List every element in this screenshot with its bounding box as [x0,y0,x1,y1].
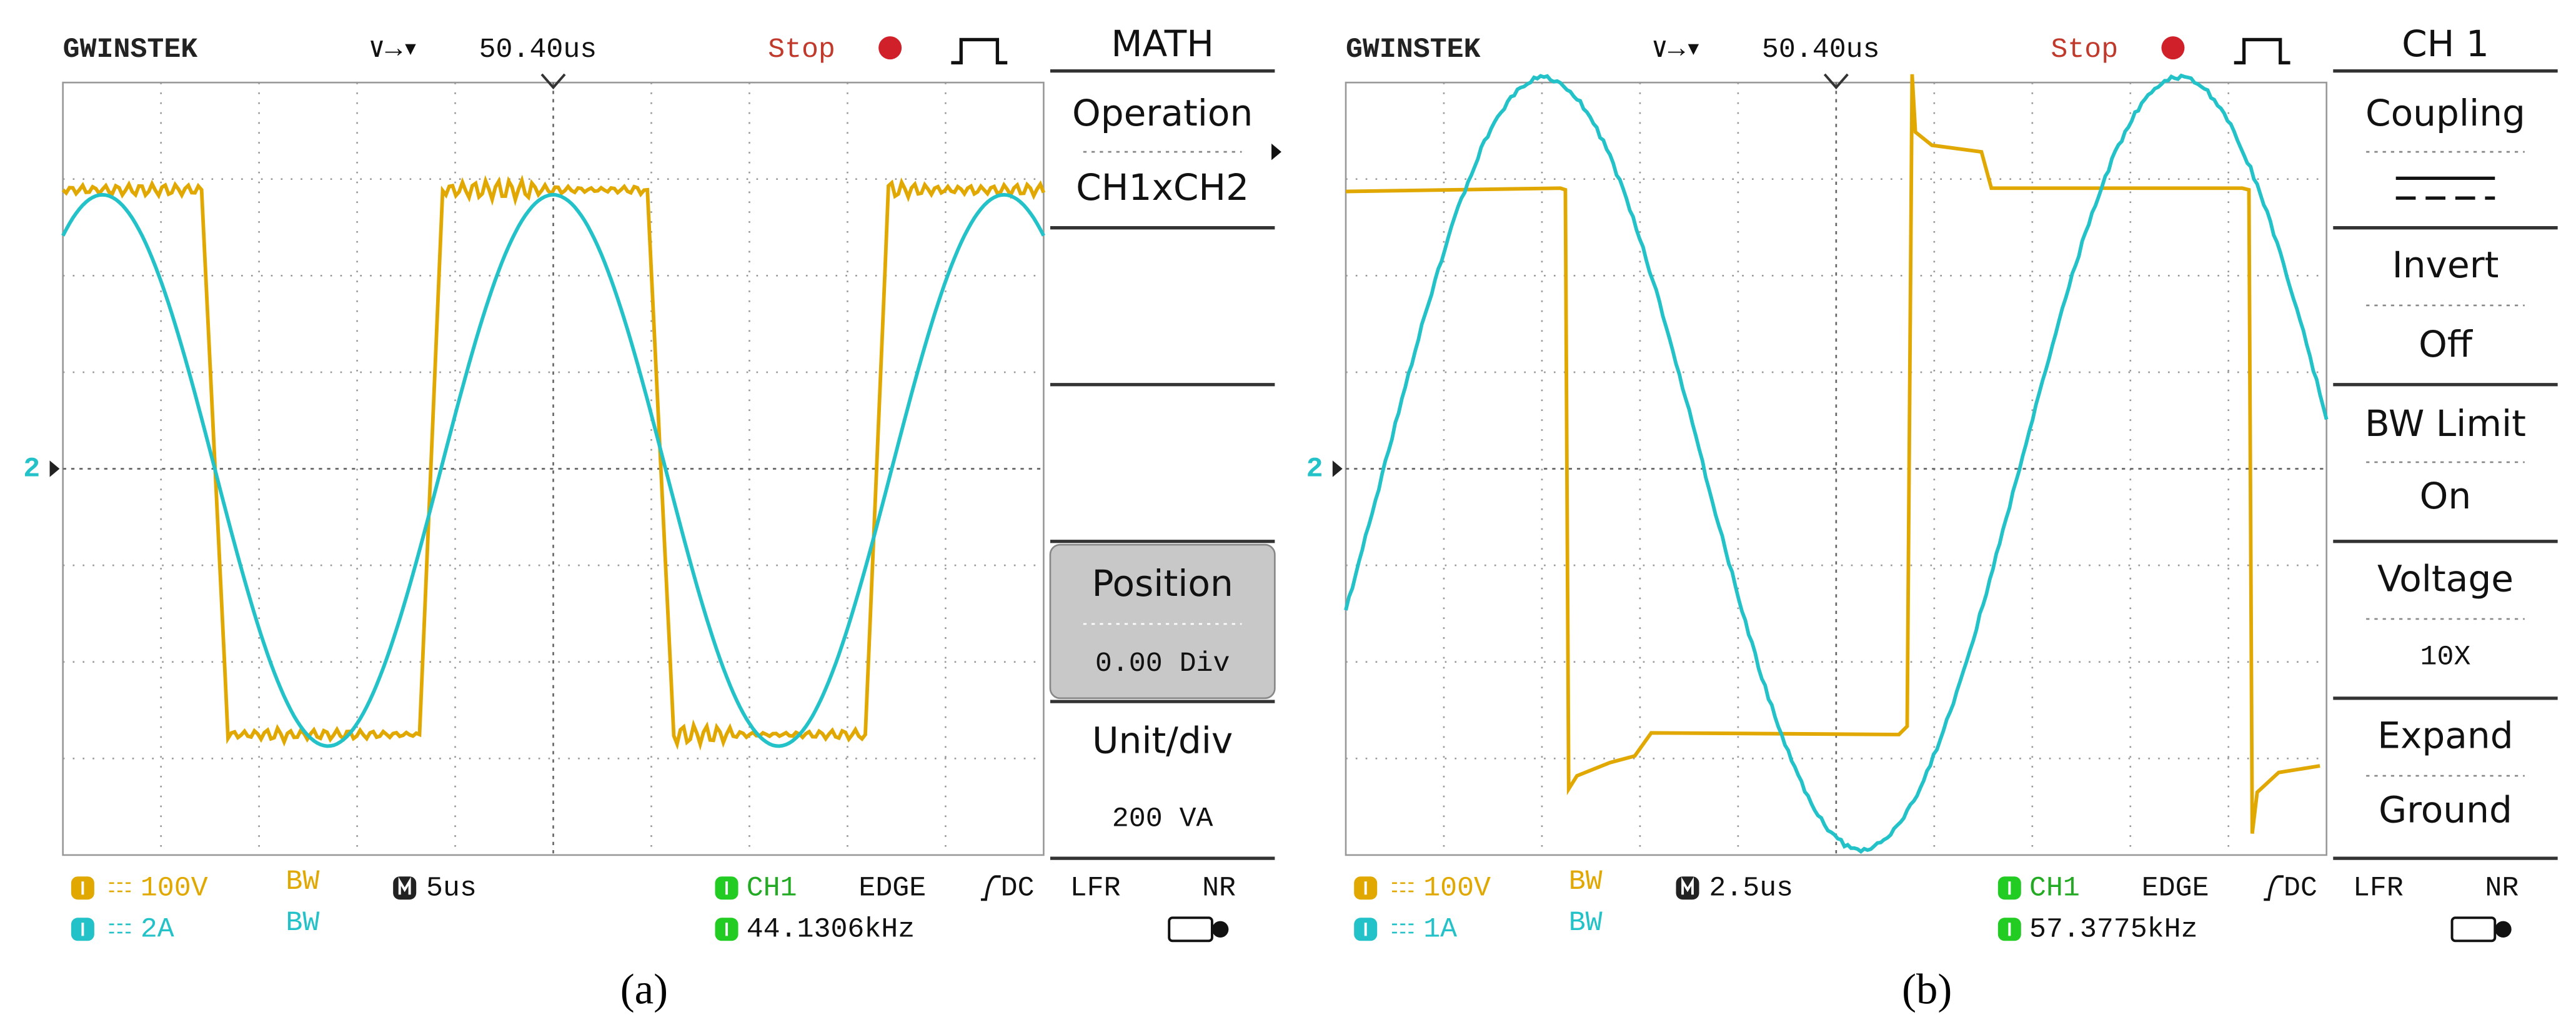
menu-title: CH 1 [2402,22,2489,65]
frequency: 44.1306kHz [747,914,915,946]
run-status: Stop [768,34,835,66]
menu-entry: Operation [1072,92,1253,134]
menu-entry: Unit/div [1092,719,1233,761]
ch2-marker-arrow [1333,460,1343,477]
bw-flag: BW [286,908,319,939]
edge-icon [981,876,1001,899]
status-dot [2161,36,2184,59]
trigger-source: CH1 [2029,873,2080,904]
menu-entry: Coupling [2365,92,2525,134]
menu-arrow [1271,144,1281,160]
pulse-icon [951,39,1007,62]
timebase: 2.5us [1709,873,1793,904]
menu-entry: BW Limit [2365,402,2526,445]
status-dot [878,36,902,59]
menu-entry: 10X [2420,642,2471,673]
menu-entry: Invert [2392,244,2499,286]
ch1-scale: 100V [141,873,208,904]
pulse-icon [2234,39,2290,62]
menu-entry: Voltage [2377,557,2514,600]
ch2-marker: 2 [1306,453,1323,485]
trigger-arrow: ∨→▾ [369,34,419,66]
nr: NR [2485,873,2519,904]
trigger-coupling: DC [1001,873,1035,904]
frequency: 57.3775kHz [2029,914,2197,946]
menu-entry: CH1xCH2 [1076,166,1249,209]
lfr: LFR [2353,873,2404,904]
usb-icon [2452,918,2495,941]
usb-icon [2495,921,2511,938]
ch2-scale: 2A [141,914,174,946]
menu-entry: 200 VA [1112,804,1213,835]
trigger-type: EDGE [858,873,926,904]
menu-entry: Ground [2379,788,2512,831]
trigger-arrow: ∨→▾ [1651,34,1702,66]
lfr: LFR [1070,873,1121,904]
bw-flag: BW [1569,908,1603,939]
dc-mark [1392,883,1415,891]
brand: GWINSTEK [63,34,198,66]
dc-mark [109,924,132,933]
menu-entry: 0.00 Div [1095,648,1230,680]
run-status: Stop [2051,34,2118,66]
bw-flag: BW [1569,866,1603,898]
trigger-type: EDGE [2142,873,2209,904]
scope-panel: GWINSTEK ∨→▾ 50.40us Stop 2 CH 1 Coupling Inver… [1306,22,2558,1013]
ch1-waveform [1346,74,2320,834]
bw-flag: BW [286,866,319,898]
dc-mark [109,883,132,891]
usb-icon [1169,918,1212,941]
menu-entry: Expand [2377,714,2513,756]
trigger-position: 50.40us [1762,34,1880,66]
timebase: 5us [426,873,477,904]
ch2-marker: 2 [23,453,40,485]
menu-title: MATH [1111,22,1214,65]
usb-icon [1212,921,1228,938]
edge-icon [2264,876,2284,899]
trigger-position: 50.40us [479,34,597,66]
menu-entry: On [2420,475,2472,517]
dc-mark [1392,924,1415,933]
menu-entry: Position [1092,562,1233,605]
nr: NR [1202,873,1236,904]
brand: GWINSTEK [1346,34,1481,66]
scope-panel: GWINSTEK ∨→▾ 50.40us Stop 2 MATH Operation CH1x… [23,22,1281,1013]
panel-caption: (a) [620,966,668,1013]
ch2-scale: 1A [1423,914,1457,946]
ch1-scale: 100V [1423,873,1491,904]
ch2-marker-arrow [50,460,60,477]
trigger-coupling: DC [2284,873,2317,904]
menu-entry: Off [2419,323,2474,365]
trigger-source: CH1 [747,873,797,904]
panel-caption: (b) [1902,966,1952,1013]
